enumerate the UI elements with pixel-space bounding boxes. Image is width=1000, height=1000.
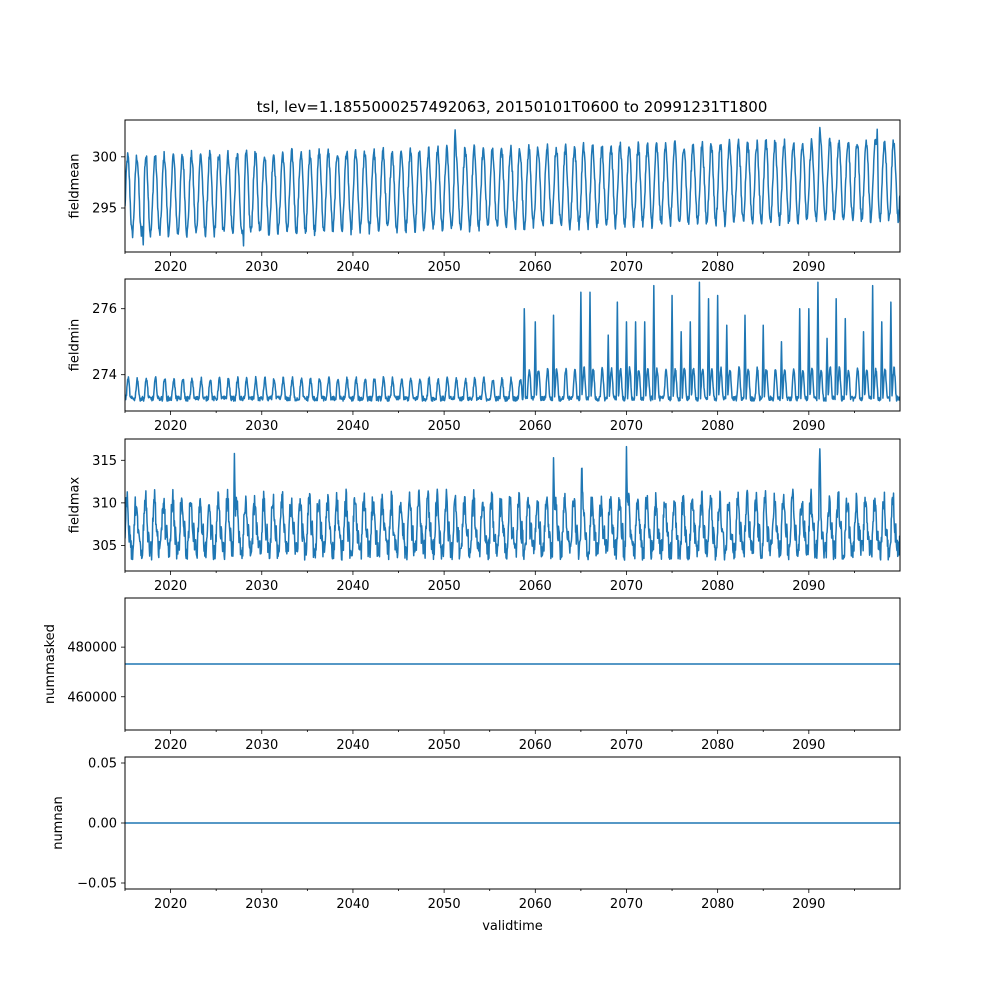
y-tick-label: 276 <box>92 302 117 317</box>
x-tick-label: 2060 <box>519 897 552 912</box>
y-axis-label: fieldmax <box>67 477 82 534</box>
x-tick-label: 2050 <box>428 260 461 275</box>
y-tick-label: 480000 <box>67 641 117 656</box>
x-tick-label: 2060 <box>519 260 552 275</box>
x-tick-label: 2090 <box>792 419 825 434</box>
series-line-fieldmax <box>125 445 900 561</box>
x-tick-label: 2090 <box>792 897 825 912</box>
y-tick-label: 310 <box>92 496 117 511</box>
x-tick-label: 2080 <box>701 579 734 594</box>
x-tick-label: 2070 <box>610 260 643 275</box>
y-tick-label: 274 <box>92 368 117 383</box>
figure-title: tsl, lev=1.1855000257492063, 20150101T06… <box>257 98 768 116</box>
x-tick-label: 2050 <box>428 579 461 594</box>
series-line-fieldmean <box>125 126 900 247</box>
x-tick-label: 2080 <box>701 419 734 434</box>
y-tick-label: 300 <box>92 150 117 165</box>
y-tick-label: 295 <box>92 202 117 217</box>
x-tick-label: 2030 <box>245 738 278 753</box>
x-tick-label: 2070 <box>610 738 643 753</box>
x-axis-label: validtime <box>482 919 543 934</box>
x-tick-label: 2040 <box>336 738 369 753</box>
x-tick-label: 2090 <box>792 738 825 753</box>
x-tick-label: 2030 <box>245 260 278 275</box>
y-tick-label: −0.05 <box>77 877 117 892</box>
series-line-fieldmin <box>125 281 900 402</box>
x-tick-label: 2070 <box>610 579 643 594</box>
x-tick-label: 2040 <box>336 419 369 434</box>
subplot-numnan: 2020 2030 2040 2050 2060 2070 2080 2090 −0.05 0.0… <box>51 756 901 934</box>
x-tick-label: 2060 <box>519 738 552 753</box>
x-tick-label: 2050 <box>428 897 461 912</box>
x-tick-label: 2090 <box>792 260 825 275</box>
x-tick-label: 2030 <box>245 419 278 434</box>
y-tick-label: 0.05 <box>88 757 117 772</box>
subplot-nummasked: 2020 2030 2040 2050 2060 2070 2080 2090 460000 48… <box>43 597 901 753</box>
x-tick-label: 2060 <box>519 579 552 594</box>
x-tick-label: 2020 <box>154 419 187 434</box>
x-tick-label: 2070 <box>610 897 643 912</box>
axes-frame-fieldmin <box>124 278 901 412</box>
x-tick-label: 2080 <box>701 738 734 753</box>
x-tick-label: 2040 <box>336 260 369 275</box>
x-tick-label: 2080 <box>701 897 734 912</box>
x-tick-label: 2040 <box>336 897 369 912</box>
x-tick-label: 2040 <box>336 579 369 594</box>
y-axis-label: numnan <box>51 796 66 850</box>
y-axis-label: fieldmean <box>67 154 82 219</box>
axes-frame-fieldmax <box>124 438 901 572</box>
axes-frame-fieldmean <box>124 119 901 253</box>
subplot-fieldmin: 2020 2030 2040 2050 2060 2070 2080 2090 274 276 fi… <box>67 278 901 434</box>
x-tick-label: 2020 <box>154 738 187 753</box>
y-tick-label: 460000 <box>67 690 117 705</box>
x-tick-label: 2030 <box>245 897 278 912</box>
subplot-fieldmean: 2020 2030 2040 2050 2060 2070 2080 2090 295 300 fi… <box>67 119 901 275</box>
x-tick-label: 2050 <box>428 419 461 434</box>
x-tick-label: 2020 <box>154 897 187 912</box>
y-tick-label: 0.00 <box>88 817 117 832</box>
y-tick-label: 305 <box>92 539 117 554</box>
x-tick-label: 2090 <box>792 579 825 594</box>
y-axis-label: nummasked <box>43 624 58 704</box>
x-tick-label: 2080 <box>701 260 734 275</box>
x-tick-label: 2030 <box>245 579 278 594</box>
axes-frame-nummasked <box>124 597 901 731</box>
subplot-fieldmax: 2020 2030 2040 2050 2060 2070 2080 2090 305 310 31… <box>67 438 901 594</box>
x-tick-label: 2070 <box>610 419 643 434</box>
x-tick-label: 2020 <box>154 579 187 594</box>
x-tick-label: 2050 <box>428 738 461 753</box>
x-tick-label: 2020 <box>154 260 187 275</box>
x-tick-label: 2060 <box>519 419 552 434</box>
y-tick-label: 315 <box>92 454 117 469</box>
y-axis-label: fieldmin <box>67 319 82 372</box>
